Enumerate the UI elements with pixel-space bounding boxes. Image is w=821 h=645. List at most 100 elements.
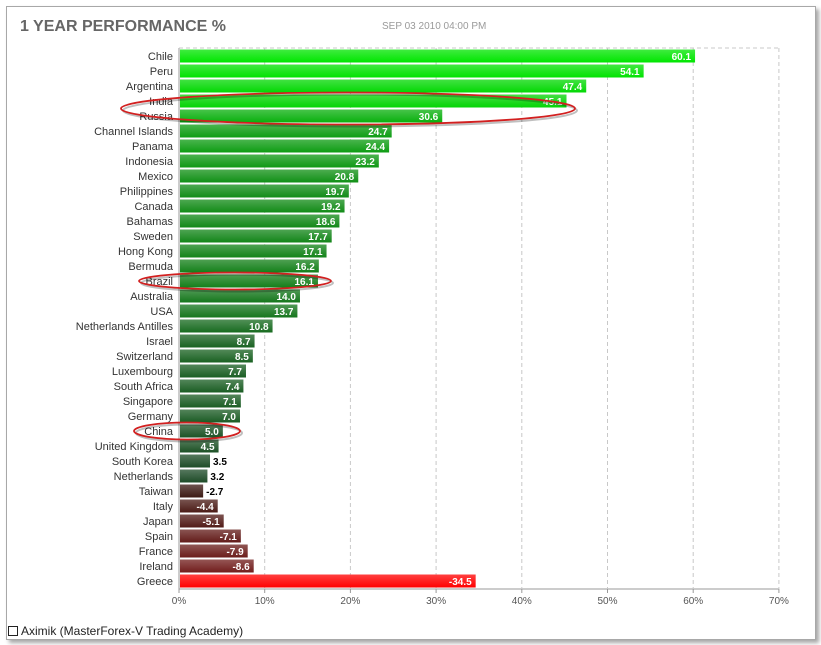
- category-label: South Africa: [114, 381, 174, 393]
- category-label: Netherlands Antilles: [76, 321, 174, 333]
- data-label: 8.5: [235, 352, 249, 363]
- category-label: Philippines: [120, 186, 174, 198]
- bar: [180, 214, 340, 228]
- bar: [180, 109, 443, 123]
- data-label: 24.4: [366, 142, 386, 153]
- category-label: Australia: [130, 291, 174, 303]
- data-label: 18.6: [316, 217, 336, 228]
- category-label: Spain: [145, 531, 173, 543]
- data-label: 17.7: [308, 232, 328, 243]
- category-label: Greece: [137, 576, 173, 588]
- data-label: 23.2: [355, 157, 375, 168]
- data-label: 7.1: [223, 397, 237, 408]
- x-tick-label: 10%: [255, 596, 275, 607]
- category-label: Singapore: [123, 396, 173, 408]
- chart-timestamp: SEP 03 2010 04:00 PM: [382, 21, 487, 32]
- bar: [180, 439, 219, 453]
- data-label: 7.7: [228, 367, 242, 378]
- data-label: -34.5: [449, 577, 472, 588]
- data-label: -7.9: [226, 547, 244, 558]
- data-label: 13.7: [274, 307, 294, 318]
- category-label: South Korea: [112, 456, 174, 468]
- data-label: -8.6: [232, 562, 250, 573]
- bar: [180, 154, 379, 168]
- data-label: 30.6: [419, 112, 439, 123]
- data-label: 4.5: [201, 442, 215, 453]
- data-label: 60.1: [672, 52, 692, 63]
- category-label: Sweden: [133, 231, 173, 243]
- category-label: China: [144, 426, 174, 438]
- bar: [180, 574, 476, 588]
- category-label: Luxembourg: [112, 366, 173, 378]
- bar: [180, 544, 248, 558]
- bar: [180, 79, 587, 93]
- data-label: 19.7: [325, 187, 345, 198]
- category-label: Bermuda: [128, 261, 174, 273]
- data-label: -5.1: [202, 517, 220, 528]
- bar: [180, 49, 696, 63]
- x-tick-label: 30%: [426, 596, 446, 607]
- category-label: Channel Islands: [94, 126, 173, 138]
- data-label: 16.2: [295, 262, 315, 273]
- x-tick-label: 50%: [597, 596, 617, 607]
- category-label: Hong Kong: [118, 246, 173, 258]
- bar: [180, 64, 644, 78]
- bar: [180, 334, 255, 348]
- x-tick-label: 70%: [769, 596, 789, 607]
- data-label: 19.2: [321, 202, 341, 213]
- bar: [180, 514, 224, 528]
- highlight-ellipse: [120, 91, 576, 126]
- bar: [180, 484, 204, 498]
- data-label: -4.4: [196, 502, 214, 513]
- category-label: Italy: [153, 501, 174, 513]
- category-label: Chile: [148, 51, 173, 63]
- bar: [180, 244, 327, 258]
- bar: [180, 124, 392, 138]
- data-label: 24.7: [368, 127, 388, 138]
- data-label: 8.7: [237, 337, 251, 348]
- category-label: Netherlands: [114, 471, 174, 483]
- bar: [180, 199, 345, 213]
- category-label: Germany: [128, 411, 174, 423]
- bar: [180, 94, 567, 108]
- bar: [180, 319, 273, 333]
- data-label: 20.8: [335, 172, 355, 183]
- checkbox-icon: [8, 626, 18, 636]
- category-label: Switzerland: [116, 351, 173, 363]
- x-tick-label: 60%: [683, 596, 703, 607]
- data-label: 7.4: [226, 382, 240, 393]
- data-label: 54.1: [620, 67, 640, 78]
- bar: [180, 469, 208, 483]
- bar: [180, 394, 241, 408]
- data-label: -7.1: [220, 532, 238, 543]
- x-tick-label: 40%: [512, 596, 532, 607]
- bar: [180, 529, 241, 543]
- data-label: 7.0: [222, 412, 236, 423]
- data-label: 5.0: [205, 427, 219, 438]
- bar: [180, 379, 244, 393]
- bar: [180, 424, 223, 438]
- bar: [180, 454, 210, 468]
- highlight-ellipse: [138, 271, 332, 291]
- bar: [180, 304, 298, 318]
- bar: [180, 259, 319, 273]
- data-label: 17.1: [303, 247, 323, 258]
- category-label: United Kingdom: [95, 441, 173, 453]
- data-label: 14.0: [277, 292, 297, 303]
- bar: [180, 559, 254, 573]
- x-tick-label: 20%: [340, 596, 360, 607]
- category-label: Mexico: [138, 171, 173, 183]
- bar: [180, 289, 300, 303]
- category-label: Bahamas: [127, 216, 174, 228]
- category-label: Indonesia: [125, 156, 174, 168]
- bar: [180, 169, 359, 183]
- highlight-ellipse: [133, 421, 241, 441]
- footer-credit-text: Aximik (MasterForex-V Trading Academy): [21, 624, 244, 638]
- data-label: 3.2: [210, 472, 224, 483]
- category-label: Israel: [146, 336, 173, 348]
- bar: [180, 409, 240, 423]
- chart-title: 1 YEAR PERFORMANCE %: [20, 18, 226, 35]
- category-label: Panama: [132, 141, 174, 153]
- data-label: -2.7: [206, 487, 224, 498]
